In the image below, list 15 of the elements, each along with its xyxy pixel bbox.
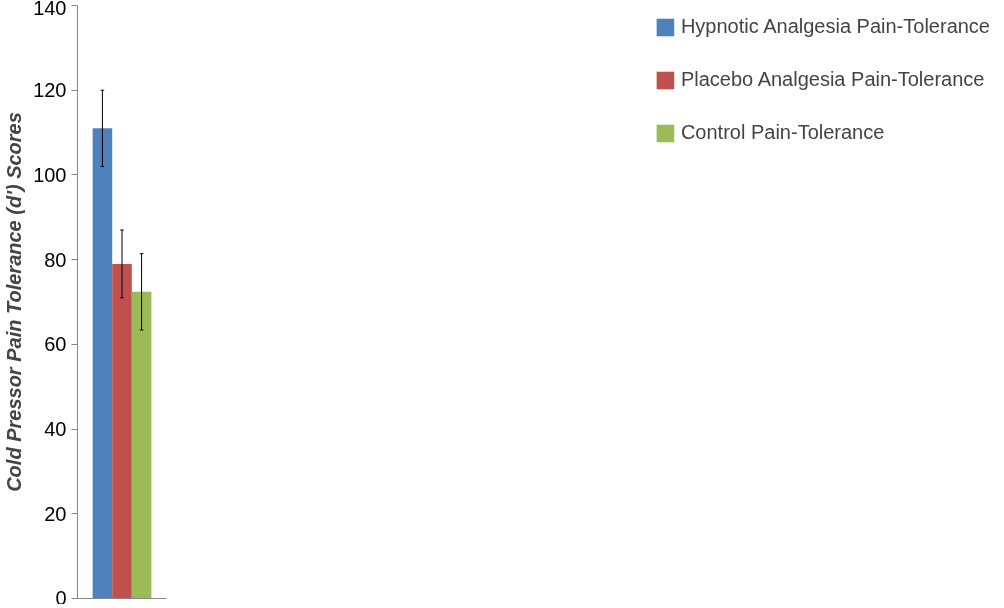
y-tick-label: 0 [55, 586, 67, 608]
y-axis-title: Cold Pressor Pain Tolerance (d') Scores [3, 112, 26, 492]
y-tick-label: 40 [44, 418, 67, 441]
bar [131, 291, 152, 599]
y-tick-label: 120 [33, 79, 67, 102]
legend-label: Control Pain-Tolerance [680, 121, 885, 144]
legend-label: Placebo Analgesia Pain-Tolerance [680, 68, 985, 91]
y-tick-label: 140 [33, 0, 67, 19]
y-tick-label: 80 [44, 248, 67, 271]
bar [112, 263, 132, 599]
y-tick-label: 20 [44, 502, 67, 525]
y-tick-label: 60 [44, 333, 67, 356]
bar [92, 128, 113, 599]
y-tick-label: 100 [33, 163, 67, 186]
legend-label: Hypnotic Analgesia Pain-Tolerance [680, 15, 990, 38]
